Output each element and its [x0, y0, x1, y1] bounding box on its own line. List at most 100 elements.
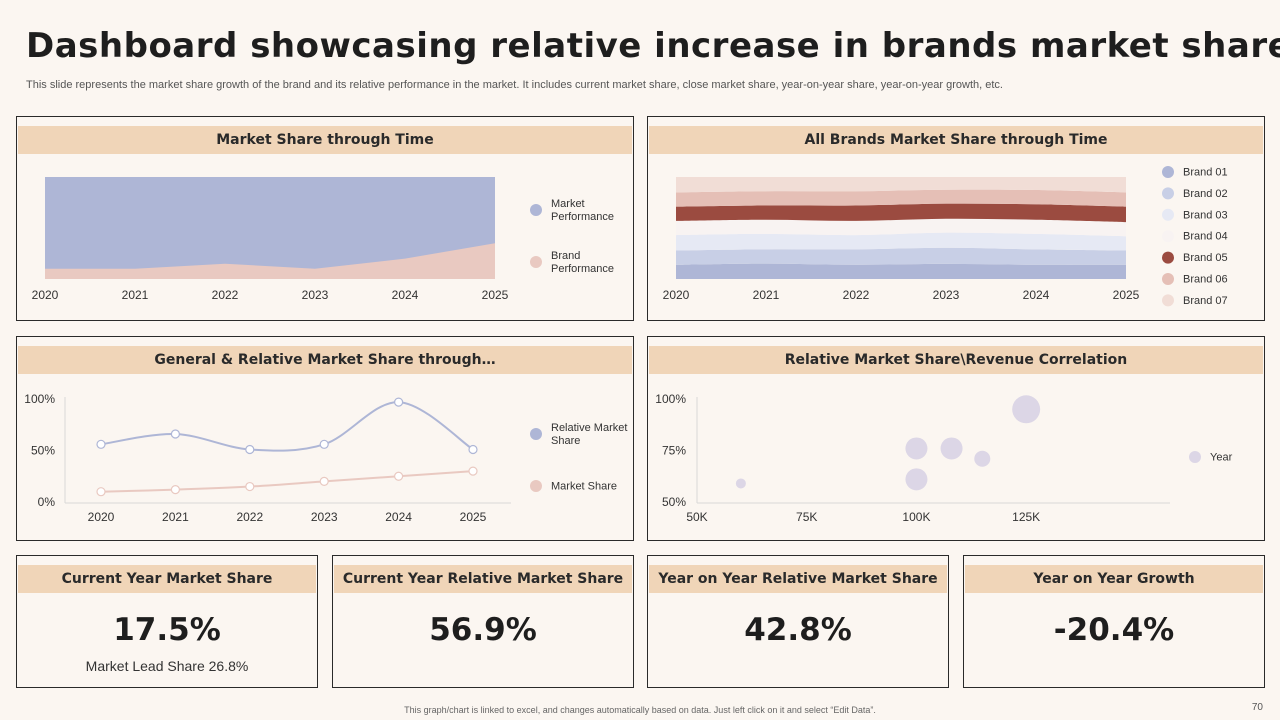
correlation-panel: Relative Market Share\Revenue Correlatio… [647, 336, 1265, 541]
x-tick-label: 2021 [753, 288, 780, 302]
bubble [735, 478, 746, 489]
chart3-legend-marker [530, 428, 542, 440]
area-brand-01 [676, 263, 1126, 279]
data-point [245, 481, 255, 492]
market-share-panel: Market Share through Time 2020 2021 2022 20… [16, 116, 634, 321]
panel-title: General & Relative Market Share through… [18, 346, 632, 374]
chart3-legend-label: Relative Market Share [551, 422, 627, 447]
x-tick-label: 75K [796, 510, 817, 524]
kpi-card-yoy-relative-share: Year on Year Relative Market Share 42.8% [647, 555, 949, 688]
area-brand-03 [676, 232, 1126, 251]
y-tick-label: 100% [24, 392, 55, 406]
x-tick-label: 50K [686, 510, 707, 524]
page-title: Dashboard showcasing relative increase i… [26, 26, 1280, 66]
panel-title: Relative Market Share\Revenue Correlatio… [649, 346, 1263, 374]
kpi-title: Year on Year Growth [965, 565, 1263, 593]
kpi-value: 56.9% [429, 612, 537, 648]
chart2-legend-label: Brand 04 [1183, 231, 1228, 243]
general-relative-chart: 0% 50% 100% 2020 2021 2022 2023 2024 2025 Relativ… [24, 392, 627, 524]
data-point [170, 429, 180, 439]
area-brand-02 [676, 247, 1126, 265]
chart2-legend-marker [1162, 273, 1174, 285]
chart4-legend-marker [1189, 451, 1201, 463]
kpi-value: 17.5% [113, 612, 221, 648]
chart2-legend-label: Brand 02 [1183, 188, 1228, 200]
y-tick-label: 50% [662, 495, 686, 509]
x-tick-label: 2024 [392, 288, 419, 302]
chart4-legend-label: Year [1210, 452, 1233, 464]
line-relative-market-share [100, 401, 474, 452]
correlation-chart: 50% 75% 100% 50K 75K 100K 125K Year [655, 392, 1233, 524]
data-point [394, 471, 404, 481]
data-point [96, 487, 106, 497]
x-tick-label: 2020 [32, 288, 59, 302]
line-market-share [100, 470, 474, 493]
chart3-legend-marker [530, 480, 542, 492]
kpi-subtext: Market Lead Share 26.8% [85, 658, 249, 674]
data-point [394, 397, 404, 407]
data-point [245, 444, 255, 455]
y-tick-label: 0% [38, 495, 56, 509]
x-tick-label: 2023 [311, 510, 338, 524]
kpi-card-current-share: Current Year Market Share 17.5% Market L… [16, 555, 318, 688]
area-brand-06 [676, 189, 1126, 207]
chart1-legend-label: Market Performance [551, 198, 614, 223]
x-tick-label: 2021 [162, 510, 189, 524]
panel-title: All Brands Market Share through Time [649, 126, 1263, 154]
x-tick-label: 2023 [302, 288, 329, 302]
y-tick-label: 75% [662, 444, 686, 458]
x-tick-label: 2020 [663, 288, 690, 302]
chart2-legend-marker [1162, 208, 1174, 221]
kpi-title: Year on Year Relative Market Share [649, 565, 947, 593]
panel-title: Market Share through Time [18, 126, 632, 154]
kpi-card-yoy-growth: Year on Year Growth -20.4% [963, 555, 1265, 688]
chart3-legend-label: Market Share [551, 481, 617, 493]
chart2-legend-marker [1162, 230, 1174, 243]
footer-note: This graph/chart is linked to excel, and… [404, 705, 876, 715]
x-tick-label: 100K [902, 510, 930, 524]
area-brand-04 [676, 218, 1126, 237]
chart1-legend-label: Brand Performance [551, 250, 614, 275]
y-tick-label: 100% [655, 392, 686, 406]
x-tick-label: 2022 [236, 510, 263, 524]
kpi-card-relative-share: Current Year Relative Market Share 56.9% [332, 555, 634, 688]
page-number: 70 [1251, 702, 1263, 713]
chart2-legend-marker [1162, 187, 1174, 200]
chart2-legend-marker [1162, 251, 1174, 264]
chart2-legend-label: Brand 06 [1183, 274, 1228, 286]
bubble [905, 437, 928, 460]
chart1-legend-marker [530, 256, 542, 268]
x-tick-label: 2022 [212, 288, 239, 302]
x-tick-label: 2024 [1023, 288, 1050, 302]
kpi-title: Current Year Market Share [18, 565, 316, 593]
bubble [940, 437, 963, 460]
x-tick-label: 2023 [933, 288, 960, 302]
area-brand-07 [676, 177, 1126, 193]
bubble [905, 468, 928, 491]
data-point [319, 439, 329, 449]
bubble [974, 450, 991, 467]
kpi-title: Current Year Relative Market Share [334, 565, 632, 593]
area-brand-performance [45, 243, 495, 279]
x-tick-label: 2021 [122, 288, 149, 302]
chart2-legend-marker [1162, 166, 1174, 178]
x-tick-label: 2020 [88, 510, 115, 524]
data-point [468, 466, 478, 476]
chart2-legend-label: Brand 03 [1183, 209, 1228, 221]
bubble [1012, 395, 1041, 424]
chart2-legend-label: Brand 05 [1183, 252, 1228, 264]
area-market-performance [45, 177, 495, 279]
page-subtitle: This slide represents the market share g… [26, 79, 1003, 91]
kpi-value: 42.8% [744, 612, 852, 648]
x-tick-label: 2025 [1113, 288, 1140, 302]
general-relative-panel: General & Relative Market Share through…… [16, 336, 634, 541]
area-brand-05 [676, 203, 1126, 223]
x-tick-label: 2022 [843, 288, 870, 302]
data-point [319, 476, 329, 486]
all-brands-chart: 2020 2021 2022 2023 2024 2025 Brand 01 Brand 02… [663, 166, 1228, 307]
kpi-value: -20.4% [1053, 612, 1175, 648]
chart2-legend-label: Brand 07 [1183, 295, 1228, 307]
data-point [170, 485, 180, 495]
x-tick-label: 2025 [482, 288, 509, 302]
chart2-legend-label: Brand 01 [1183, 167, 1228, 179]
